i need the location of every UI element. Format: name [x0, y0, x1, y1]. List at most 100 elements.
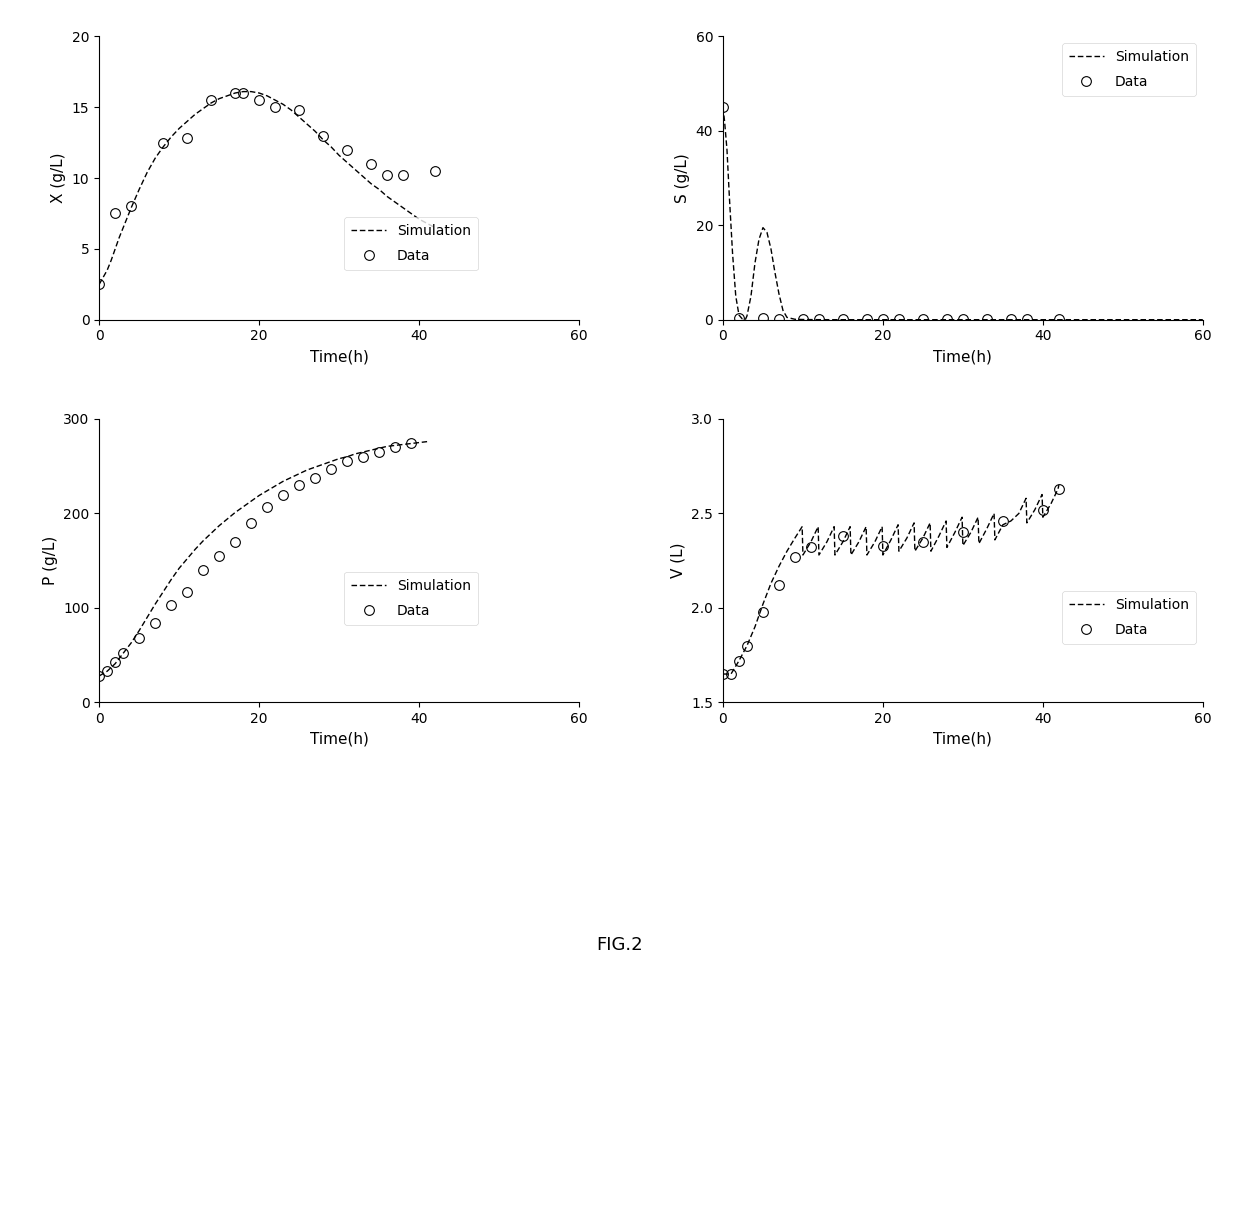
Data [836, 311, 851, 326]
Data [739, 638, 754, 653]
Data [164, 598, 179, 613]
Simulation [203, 96, 218, 110]
Simulation [768, 265, 782, 280]
Data [212, 549, 227, 563]
Simulation [899, 530, 914, 545]
Simulation [956, 312, 971, 327]
Simulation [715, 667, 730, 682]
Simulation [732, 654, 746, 668]
Data [915, 311, 930, 326]
Simulation [316, 132, 331, 147]
Simulation [187, 543, 202, 557]
Data [723, 667, 738, 682]
Simulation [755, 220, 770, 235]
Data [92, 277, 107, 292]
Simulation [284, 470, 299, 484]
Data [875, 538, 890, 552]
Data [980, 311, 994, 326]
Simulation [356, 170, 371, 184]
Simulation [308, 124, 322, 138]
Simulation [372, 182, 387, 196]
Data [771, 311, 786, 326]
Simulation [725, 246, 740, 260]
Data [1052, 482, 1066, 497]
Simulation [715, 101, 730, 115]
X-axis label: Time(h): Time(h) [934, 731, 992, 747]
Simulation [1116, 312, 1131, 327]
Data [291, 103, 306, 117]
Data [956, 526, 971, 540]
Simulation [108, 242, 123, 257]
Simulation [388, 195, 403, 210]
Simulation [259, 88, 274, 103]
Simulation [284, 103, 299, 117]
Simulation [744, 289, 759, 304]
Data [755, 604, 770, 619]
Data [892, 311, 906, 326]
Data [372, 444, 387, 459]
Simulation [140, 165, 155, 179]
Simulation [156, 585, 171, 599]
Data [715, 101, 730, 115]
Simulation [379, 189, 394, 203]
Data [236, 86, 250, 101]
Simulation [340, 155, 355, 170]
Simulation [1052, 478, 1066, 493]
Simulation [196, 102, 211, 116]
Data [836, 529, 851, 544]
Data [379, 168, 394, 183]
Data [811, 311, 826, 326]
Simulation [156, 139, 171, 154]
Simulation [291, 110, 306, 125]
Simulation [115, 645, 130, 660]
Simulation [347, 447, 362, 461]
Simulation [275, 474, 290, 488]
Line: Data: Data [94, 88, 440, 289]
Simulation [131, 624, 146, 638]
Legend: Simulation, Data: Simulation, Data [345, 217, 477, 270]
Simulation [140, 610, 155, 625]
Simulation [316, 457, 331, 471]
Simulation [324, 454, 339, 469]
Simulation [244, 85, 259, 99]
Data [108, 206, 123, 220]
Y-axis label: V (L): V (L) [671, 543, 686, 579]
Data [940, 311, 955, 326]
Simulation [780, 310, 795, 325]
Simulation [268, 93, 283, 108]
Simulation [112, 230, 126, 245]
Data [203, 93, 218, 108]
Simulation [180, 114, 195, 128]
Data [1035, 503, 1050, 517]
Simulation [148, 151, 162, 166]
Data [771, 578, 786, 592]
Data [363, 156, 378, 171]
Data [859, 311, 874, 326]
Simulation [404, 436, 419, 450]
Simulation [1195, 312, 1210, 327]
Simulation [203, 526, 218, 540]
Simulation [735, 311, 750, 326]
Simulation [771, 287, 786, 302]
Simulation [331, 452, 346, 466]
Simulation [915, 312, 930, 327]
Simulation [404, 206, 419, 220]
X-axis label: Time(h): Time(h) [934, 349, 992, 365]
Simulation [331, 148, 346, 162]
Simulation [1156, 312, 1171, 327]
Simulation [164, 130, 179, 144]
Simulation [275, 97, 290, 111]
Data [875, 311, 890, 326]
Legend: Simulation, Data: Simulation, Data [1063, 44, 1195, 96]
Simulation [412, 212, 427, 226]
Simulation [732, 308, 746, 322]
Simulation [719, 143, 734, 157]
Simulation [92, 277, 107, 292]
Simulation [104, 253, 119, 268]
Simulation [751, 233, 766, 247]
Data [92, 668, 107, 683]
Line: Data: Data [94, 437, 415, 681]
Simulation [124, 636, 139, 650]
Data [404, 435, 419, 449]
Data [732, 311, 746, 326]
